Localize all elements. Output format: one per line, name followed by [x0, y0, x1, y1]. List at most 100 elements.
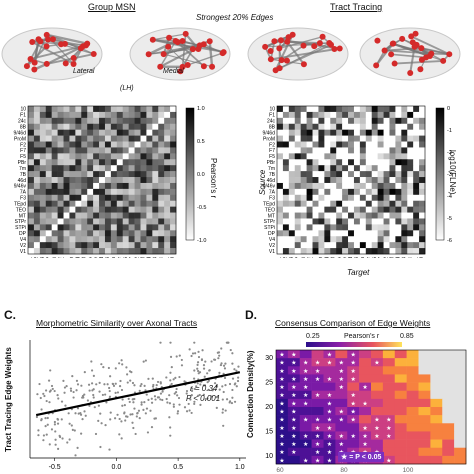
matrix-cell: [419, 248, 426, 255]
matrix-cell: [93, 194, 100, 202]
scatter-point: [134, 432, 137, 436]
matrix-row-label: 24c: [18, 119, 27, 125]
scatter-point: [222, 390, 225, 394]
matrix-cell: [306, 135, 313, 142]
scatter-point: [169, 434, 172, 437]
matrix-cell: [45, 194, 52, 202]
matrix-cell: [146, 200, 153, 207]
matrix-cell: [277, 182, 284, 190]
scatter-point: [210, 360, 213, 363]
matrix-cell: [122, 236, 129, 243]
matrix-col-label: STPr: [58, 257, 64, 258]
matrix-cell: [377, 165, 384, 172]
matrix-cell: [116, 224, 124, 231]
significance-star: ★: [362, 425, 367, 432]
matrix-cell: [342, 165, 349, 172]
d-y-tick-label: 30: [265, 355, 273, 362]
target-axis-label: Target: [347, 268, 370, 277]
matrix-cell: [81, 188, 88, 196]
matrix-cell: [365, 147, 373, 154]
matrix-cell: [383, 242, 390, 249]
matrix-cell: [282, 159, 290, 166]
scatter-point: [97, 404, 100, 407]
matrix-cell: [116, 123, 124, 130]
matrix-cell: [164, 141, 171, 148]
matrix-cell: [170, 106, 177, 113]
matrix-cell: [57, 224, 64, 231]
significance-star: ★: [303, 400, 308, 407]
brain-node: [157, 63, 164, 70]
pearson-colorbar-label: Pearson's r: [209, 158, 218, 199]
matrix-cell: [104, 165, 112, 172]
matrix-cell: [389, 165, 396, 172]
brain-node: [90, 51, 97, 58]
matrix-cell: [353, 242, 361, 249]
matrix-cell: [312, 147, 319, 154]
scatter-point: [172, 405, 175, 408]
scatter-point: [202, 384, 205, 387]
matrix-cell: [63, 117, 70, 125]
significance-star: ★: [279, 425, 284, 432]
matrix-cell: [63, 230, 70, 237]
scatter-point: [133, 407, 136, 410]
matrix-cell: [164, 177, 171, 184]
scatter-point: [60, 418, 63, 421]
matrix-col-label: 7m: [360, 257, 366, 258]
matrix-cell: [318, 159, 325, 166]
consensus-colorbar-label: Pearson's r: [344, 333, 380, 340]
matrix-cell: [401, 117, 408, 125]
heat-cell: [418, 390, 431, 400]
significance-star: ★: [315, 360, 320, 367]
scatter-point: [53, 420, 56, 424]
heat-cell-empty: [442, 350, 455, 359]
matrix-cell: [306, 182, 313, 190]
matrix-cell: [277, 111, 284, 119]
matrix-cell: [146, 224, 153, 231]
heat-cell: [311, 382, 324, 392]
scatter-point: [45, 399, 48, 403]
scatter-point: [56, 394, 59, 397]
heat-cell: [382, 358, 396, 367]
scatter-point: [190, 354, 193, 358]
brain-edge: [181, 33, 187, 67]
scatter-point: [118, 433, 121, 436]
matrix-cell: [69, 171, 76, 178]
matrix-cell: [312, 224, 319, 231]
matrix-cell: [146, 242, 153, 249]
scatter-point: [207, 388, 210, 391]
scatter-point: [51, 387, 54, 391]
heat-cell: [442, 455, 455, 465]
heat-cell: [371, 407, 384, 416]
scatter-point: [193, 402, 196, 406]
matrix-cell: [389, 212, 396, 219]
matrix-cell: [87, 165, 94, 172]
matrix-cell: [104, 106, 112, 113]
matrix-cell: [116, 141, 124, 148]
matrix-cell: [69, 147, 76, 154]
matrix-cell: [407, 129, 414, 136]
matrix-cell: [413, 212, 420, 219]
scatter-point: [213, 358, 216, 361]
matrix-cell: [330, 106, 337, 113]
matrix-cell: [69, 206, 76, 213]
heat-cell: [335, 366, 348, 375]
matrix-cell: [93, 165, 100, 172]
matrix-cell: [104, 224, 112, 231]
source-axis-label: Source: [258, 169, 267, 195]
scatter-point: [218, 388, 221, 391]
matrix-cell: [342, 153, 349, 160]
matrix-cell: [330, 188, 337, 196]
matrix-cell: [164, 242, 171, 249]
matrix-cell: [288, 153, 296, 160]
matrix-cell: [28, 248, 35, 255]
matrix-cell: [277, 117, 284, 125]
heat-cell: [382, 423, 396, 432]
matrix-cell: [389, 159, 396, 166]
matrix-cell: [93, 171, 100, 178]
matrix-cell: [371, 212, 378, 219]
colorbar-bar: [435, 107, 445, 241]
matrix-cell: [413, 177, 420, 184]
matrix-cell: [128, 177, 135, 184]
scatter-point: [172, 403, 175, 406]
heat-cell: [359, 390, 372, 400]
